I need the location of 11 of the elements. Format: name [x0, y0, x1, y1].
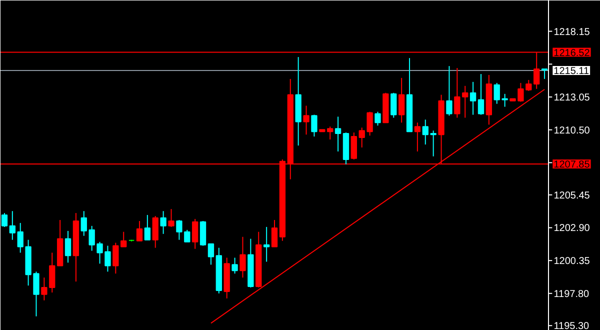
ref-line-label: 1207.85: [554, 159, 590, 170]
y-tick-label: 1218.15: [554, 26, 590, 38]
y-tick-label: 1195.30: [554, 321, 590, 330]
y-tick-label: 1200.35: [554, 256, 590, 268]
y-tick-label: 1205.45: [554, 190, 590, 202]
ref-line-label: 1215.11: [554, 66, 590, 77]
ref-line-label: 1216.52: [554, 48, 590, 59]
y-tick-label: 1202.90: [554, 223, 590, 234]
y-tick-label: 1210.50: [554, 125, 590, 136]
y-tick-label: 1213.05: [554, 92, 590, 104]
y-tick-label: 1197.80: [554, 288, 590, 300]
